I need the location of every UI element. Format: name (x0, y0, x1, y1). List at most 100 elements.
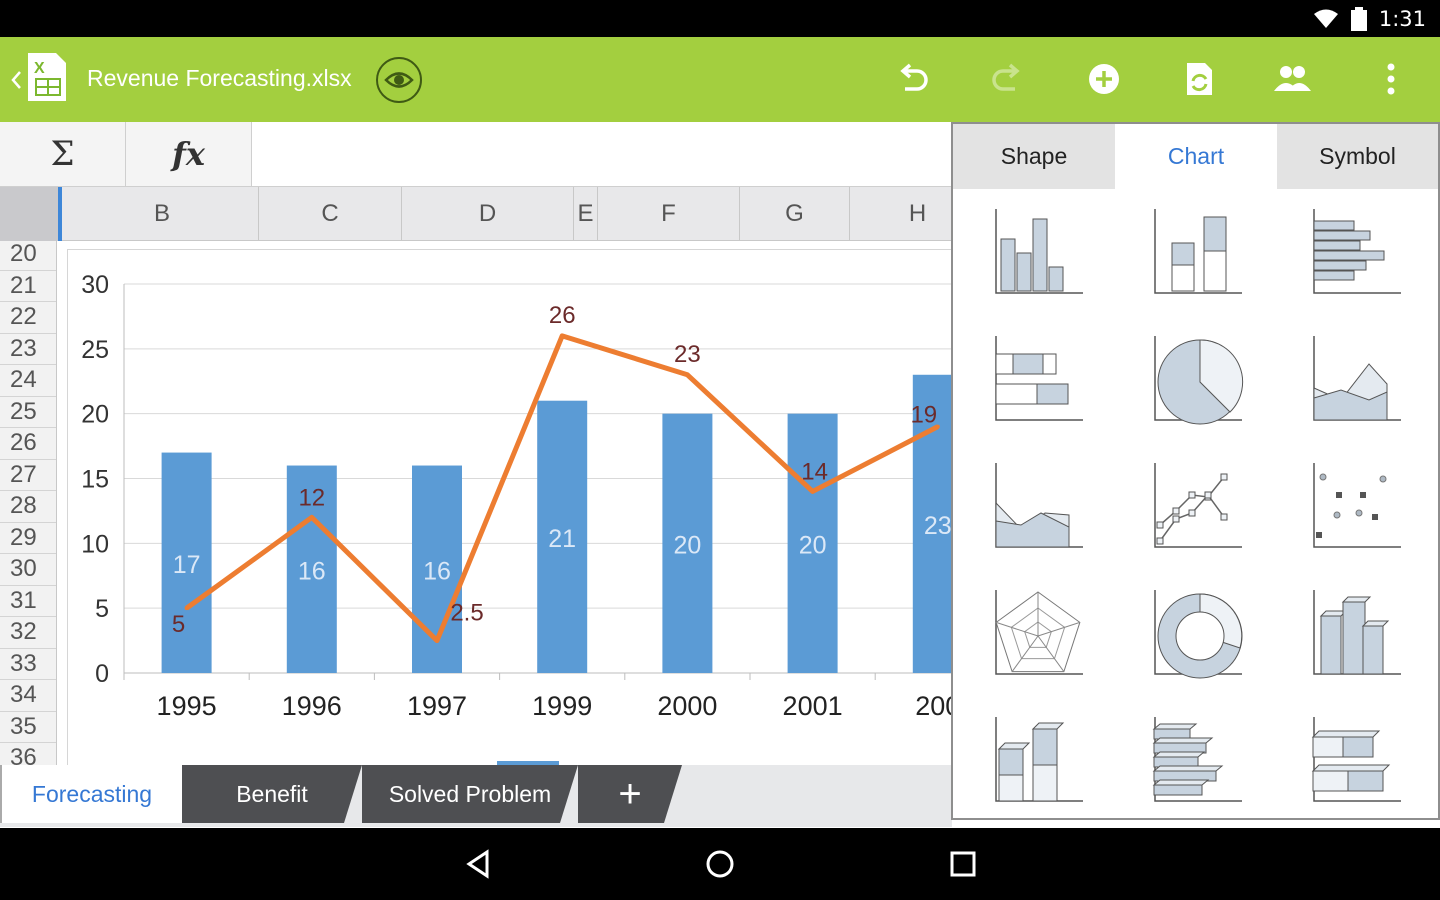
chart-frame[interactable] (67, 249, 952, 765)
file-sync-icon[interactable] (1177, 57, 1221, 101)
chart-type-stacked-column-icon[interactable] (1137, 201, 1257, 311)
sheet-tab-forecasting[interactable]: Forecasting (0, 765, 182, 823)
chart-type-line-marker-icon[interactable] (1137, 455, 1257, 565)
line-data-label: 26 (549, 302, 576, 329)
select-all-corner[interactable] (0, 187, 62, 241)
line-data-label: 5 (172, 611, 185, 638)
users-icon[interactable] (1270, 57, 1314, 101)
row-header[interactable]: 28 (0, 491, 56, 523)
function-button[interactable]: fx (126, 122, 252, 186)
undo-icon[interactable] (891, 57, 935, 101)
sheet-tab-benefit[interactable]: Benefit (182, 765, 362, 823)
status-time: 1:31 (1378, 6, 1426, 31)
row-header[interactable]: 24 (0, 365, 56, 397)
line-point[interactable] (685, 372, 690, 377)
row-header[interactable]: 31 (0, 586, 56, 617)
document-title: Revenue Forecasting.xlsx (87, 65, 352, 91)
y-tick-label: 30 (81, 271, 109, 299)
bar[interactable] (912, 374, 952, 673)
row-header[interactable]: 34 (0, 680, 56, 712)
bar[interactable] (537, 400, 588, 673)
app-bar: X Revenue Forecasting.xlsx (0, 37, 1440, 122)
chart-type-3d-column-icon[interactable] (1296, 582, 1416, 692)
line-point[interactable] (810, 489, 815, 494)
chart-type-clustered-column-icon[interactable] (978, 201, 1098, 311)
back-chevron-icon[interactable] (6, 63, 26, 97)
line-point[interactable] (935, 424, 940, 429)
y-tick-label: 15 (81, 466, 109, 494)
add-circle-icon[interactable] (1082, 57, 1126, 101)
bar-data-label: 17 (173, 551, 201, 579)
row-header[interactable]: 36 (0, 743, 56, 765)
sheet-chart-area: 0 5 10 15 20 25 30 17 16 16 21 20 20 23 1995 1996 1997 19… (57, 241, 952, 765)
back-icon[interactable] (461, 846, 497, 882)
sheet-tab-solved-problem[interactable]: Solved Problem (362, 765, 578, 823)
column-header[interactable]: B (66, 187, 259, 241)
column-header[interactable]: F (598, 187, 740, 241)
chart-type-grid (953, 189, 1438, 818)
combo-chart[interactable]: 0 5 10 15 20 25 30 17 16 16 21 20 20 23 1995 1996 1997 19… (57, 241, 952, 765)
add-sheet-icon: + (618, 771, 642, 816)
chart-type-doughnut-icon[interactable] (1137, 582, 1257, 692)
line-point[interactable] (184, 606, 189, 611)
y-tick-label: 0 (95, 660, 109, 688)
chart-type-3d-stacked-bar-icon[interactable] (1296, 709, 1416, 818)
row-header[interactable]: 30 (0, 554, 56, 586)
more-vert-icon[interactable] (1369, 57, 1413, 101)
autosum-button[interactable]: Σ (0, 122, 126, 186)
tab-chart[interactable]: Chart (1115, 124, 1277, 189)
insert-panel: Shape Chart Symbol (951, 122, 1440, 820)
read-mode-button[interactable] (376, 57, 422, 103)
line-point[interactable] (560, 333, 565, 338)
row-header[interactable]: 33 (0, 649, 56, 680)
column-header[interactable]: E (574, 187, 598, 241)
bar[interactable] (286, 465, 337, 673)
bar[interactable] (787, 413, 838, 673)
row-header[interactable]: 35 (0, 712, 56, 743)
add-sheet-button[interactable]: + (578, 765, 682, 823)
line-point[interactable] (435, 638, 439, 643)
row-header[interactable]: 29 (0, 523, 56, 554)
chart-type-radar-icon[interactable] (978, 582, 1098, 692)
sheet-tabs: Forecasting Benefit Solved Problem + (0, 765, 952, 827)
bar-data-label: 16 (298, 557, 326, 585)
bar-data-label: 16 (423, 557, 451, 585)
chart-type-scatter-icon[interactable] (1296, 455, 1416, 565)
x-tick-label: 1997 (407, 691, 467, 721)
chart-type-3d-stacked-column-icon[interactable] (978, 709, 1098, 818)
home-icon[interactable] (702, 846, 738, 882)
navigation-bar (0, 828, 1440, 900)
chart-type-area-icon[interactable] (1296, 328, 1416, 438)
row-header[interactable]: 21 (0, 271, 56, 302)
chart-type-clustered-bar-icon[interactable] (1296, 201, 1416, 311)
excel-file-icon: X (28, 53, 66, 101)
bar[interactable] (161, 452, 212, 673)
legend-swatch (497, 761, 559, 765)
chart-type-pie-icon[interactable] (1137, 328, 1257, 438)
row-header[interactable]: 27 (0, 460, 56, 491)
bar[interactable] (662, 413, 713, 673)
x-tick-label: 2001 (783, 691, 843, 721)
battery-icon (1350, 6, 1367, 31)
tab-shape[interactable]: Shape (953, 124, 1115, 189)
line-data-label: 14 (801, 458, 828, 485)
column-headers: B C D E F G H (0, 187, 986, 241)
column-header[interactable]: G (740, 187, 850, 241)
recents-icon[interactable] (945, 846, 981, 882)
bar-data-label: 20 (799, 531, 827, 559)
row-header[interactable]: 25 (0, 397, 56, 428)
redo-icon[interactable] (985, 57, 1029, 101)
tab-symbol[interactable]: Symbol (1277, 124, 1438, 189)
chart-type-3d-bar-icon[interactable] (1137, 709, 1257, 818)
row-header[interactable]: 20 (0, 241, 56, 271)
chart-type-stacked-bar-icon[interactable] (978, 328, 1098, 438)
column-header[interactable]: D (402, 187, 574, 241)
status-bar: 1:31 (0, 0, 1440, 37)
line-point[interactable] (309, 515, 314, 520)
row-header[interactable]: 32 (0, 617, 56, 649)
row-header[interactable]: 22 (0, 302, 56, 334)
column-header[interactable]: C (259, 187, 402, 241)
chart-type-stacked-area-icon[interactable] (978, 455, 1098, 565)
row-header[interactable]: 23 (0, 334, 56, 365)
row-header[interactable]: 26 (0, 428, 56, 460)
